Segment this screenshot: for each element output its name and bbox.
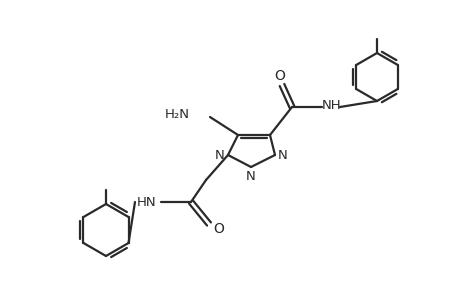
Text: NH: NH: [321, 98, 341, 112]
Text: O: O: [213, 222, 224, 236]
Text: N: N: [215, 148, 224, 161]
Text: N: N: [246, 169, 255, 182]
Text: H₂N: H₂N: [165, 107, 190, 121]
Text: HN: HN: [137, 196, 157, 209]
Text: O: O: [274, 69, 285, 83]
Text: N: N: [278, 148, 287, 161]
